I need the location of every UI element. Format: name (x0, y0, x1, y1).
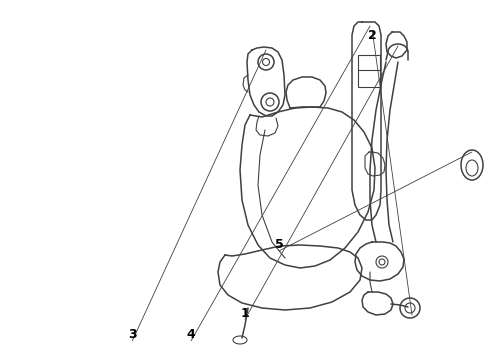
Text: 2: 2 (368, 29, 377, 42)
Text: 3: 3 (128, 328, 137, 341)
Text: 5: 5 (275, 238, 284, 251)
Text: 4: 4 (187, 328, 196, 341)
Text: 1: 1 (241, 307, 249, 320)
Bar (358, 55, 380, 87)
